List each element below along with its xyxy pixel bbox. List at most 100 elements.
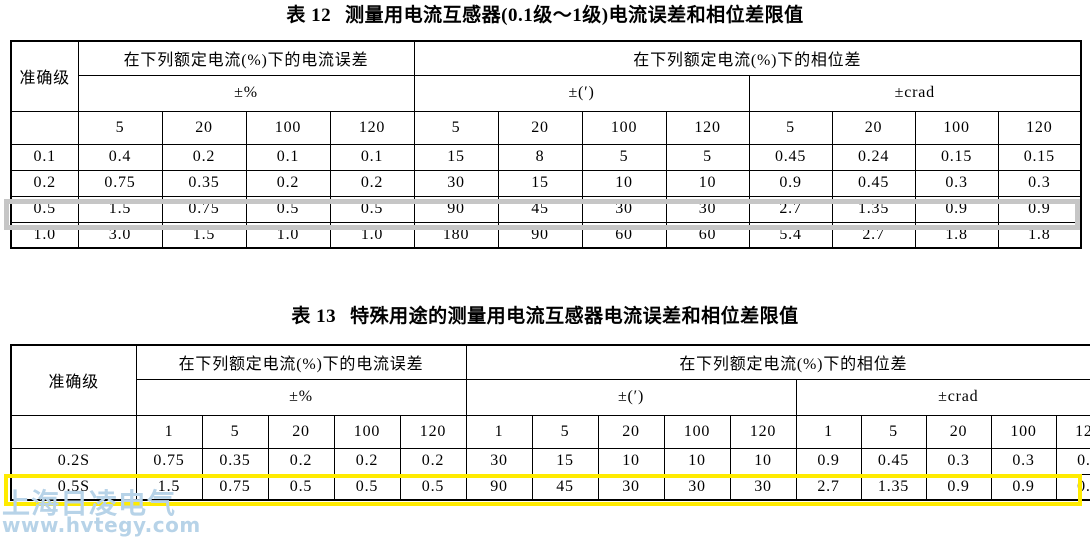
table-12-row3-re-0: 3.0 [77,221,163,249]
table-12-row0-re-0: 0.4 [77,143,163,171]
table-12-row2-re-2: 0.5 [245,195,331,223]
table-12-row0-pc-1: 0.24 [831,143,916,171]
table-13-row1-pm-0: 90 [465,473,533,501]
table-12-row3-class: 1.0 [10,221,79,249]
table-13-row1-re-1: 0.75 [201,473,269,501]
table-12-row0-pm-1: 8 [497,143,583,171]
table-13-point-re-2: 5 [201,414,269,449]
table-13-point-pm-2: 5 [531,414,599,449]
table-12-row2-class: 0.5 [10,195,79,223]
table-13-row0-pm-0: 30 [465,447,533,475]
table-12-row3-pm-1: 90 [497,221,583,249]
table-row: 0.5 1.5 0.75 0.5 0.5 90 45 30 30 2.7 1.3… [10,195,1083,223]
table-12-row3-pc-2: 1.8 [914,221,999,249]
table-13-point-pc-4: 100 [990,414,1057,449]
table-13-row0-pc-0: 0.9 [795,447,862,475]
table-12-point-pc-2: 20 [831,110,916,145]
table-13-row0-pc-3: 0.3 [990,447,1057,475]
table-12-header-points-row: 5 20 100 120 5 20 100 120 5 20 100 120 [10,110,1083,145]
table-13-point-pm-3: 20 [597,414,665,449]
table-12-row1-pm-2: 10 [581,169,667,197]
table-12-row3-pc-0: 5.4 [748,221,833,249]
table-13-header-unit-row: ±% ±(′) ±crad [11,378,1090,416]
table-13-row0-pc-1: 0.45 [860,447,927,475]
table-13-class-spacer [10,414,137,449]
table-12-header-ratio-error-group: 在下列额定电流(%)下的电流误差 [77,40,415,76]
table-12-row0-pm-2: 5 [581,143,667,171]
table-13-row1-re-0: 1.5 [135,473,203,501]
table-13-title-text: 特殊用途的测量用电流互感器电流误差和相位差限值 [350,306,799,327]
table-12-row2-pc-0: 2.7 [748,195,833,223]
table-12-header-phase-group: 在下列额定电流(%)下的相位差 [413,40,1083,76]
table-12-row2-pm-3: 30 [665,195,750,223]
table-12-row2-pc-2: 0.9 [914,195,999,223]
table-13-row1-pm-2: 30 [597,473,665,501]
table-13-row0-re-3: 0.2 [333,447,401,475]
table-row: 1.0 3.0 1.5 1.0 1.0 180 90 60 60 5.4 2.7… [10,221,1083,249]
watermark-website-url: www.hvtegy.com [2,513,201,537]
table-13-header-ratio-error-group: 在下列额定电流(%)下的电流误差 [135,344,467,380]
table-13-point-re-1: 1 [135,414,203,449]
table-12-row0-pc-2: 0.15 [914,143,999,171]
table-row: 0.1 0.4 0.2 0.1 0.1 15 8 5 5 0.45 0.24 0… [10,143,1083,171]
table-row: 0.5S 1.5 0.75 0.5 0.5 0.5 90 45 30 30 30… [10,473,1090,501]
table-12-row1-pc-2: 0.3 [914,169,999,197]
table-12-point-re-2: 20 [161,110,247,145]
table-12-row0-class: 0.1 [10,143,79,171]
table-12-point-re-3: 100 [245,110,331,145]
table-13-point-pm-4: 100 [663,414,731,449]
table-13-row1-class: 0.5S [10,473,137,501]
table-12-row2-pm-2: 30 [581,195,667,223]
table-12-row1-pc-1: 0.45 [831,169,916,197]
table-13-header-phase-group: 在下列额定电流(%)下的相位差 [465,344,1090,380]
table-12-class-spacer [10,110,79,145]
table-12-row1-pm-3: 10 [665,169,750,197]
table-12-row0-re-3: 0.1 [329,143,415,171]
table-12-point-pm-4: 120 [665,110,750,145]
table-12-row1-pm-1: 15 [497,169,583,197]
table-13-header-points-row: 1 5 20 100 120 1 5 20 100 120 1 5 20 100… [10,414,1090,449]
table-12-row2-re-1: 0.75 [161,195,247,223]
table-12-title: 表 12 测量用电流互感器(0.1级～1级)电流误差和相位差限值 [0,6,1090,25]
table-13-row0-pm-4: 10 [729,447,797,475]
table-12-row2-re-3: 0.5 [329,195,415,223]
table-13-point-re-5: 120 [399,414,467,449]
table-13-row1-pm-1: 45 [531,473,599,501]
table-13-header-group-row: 准确级 在下列额定电流(%)下的电流误差 在下列额定电流(%)下的相位差 [10,344,1090,416]
table-12-row0-pm-0: 15 [413,143,499,171]
table-12-point-pm-1: 5 [413,110,499,145]
table-12-row2-re-0: 1.5 [77,195,163,223]
table-12-row3-re-1: 1.5 [161,221,247,249]
table-13-row1-pc-4: 0.9 [1055,473,1090,501]
table-12-point-pm-2: 20 [497,110,583,145]
table-13-row1-re-4: 0.5 [399,473,467,501]
table-13-title: 表 13 特殊用途的测量用电流互感器电流误差和相位差限值 [0,307,1090,326]
table-12-row3-pm-3: 60 [665,221,750,249]
table-13-header-phase-unit-crad: ±crad [795,378,1090,416]
table-12-row0-pc-0: 0.45 [748,143,833,171]
table-12-header-unit-row: ±% ±(′) ±crad [11,74,1083,112]
table-12-row2-pm-1: 45 [497,195,583,223]
table-13-header-ratio-error-unit: ±% [135,378,467,416]
table-12-row0-pm-3: 5 [665,143,750,171]
table-12-row1-re-1: 0.35 [161,169,247,197]
table-12-row3-pc-1: 2.7 [831,221,916,249]
table-12-header-group-row: 准确级 在下列额定电流(%)下的电流误差 在下列额定电流(%)下的相位差 [10,40,1083,112]
table-13-row1-pc-3: 0.9 [990,473,1057,501]
table-12: 准确级 在下列额定电流(%)下的电流误差 在下列额定电流(%)下的相位差 ±% … [10,40,1083,249]
table-13-row0-re-2: 0.2 [267,447,335,475]
table-13-row0-pm-3: 10 [663,447,731,475]
table-12-point-pc-1: 5 [748,110,833,145]
table-13-point-pm-5: 120 [729,414,797,449]
table-12-title-text: 测量用电流互感器(0.1级～1级)电流误差和相位差限值 [345,5,804,26]
table-13-row1-pc-1: 1.35 [860,473,927,501]
table-13-row1-pm-3: 30 [663,473,731,501]
table-12-row2-pc-1: 1.35 [831,195,916,223]
table-12-row1-pm-0: 30 [413,169,499,197]
table-13-header-phase-unit-min: ±(′) [465,378,797,416]
table-12-row3-re-3: 1.0 [329,221,415,249]
table-12-row0-pc-3: 0.15 [997,143,1083,171]
table-13-point-pm-1: 1 [465,414,533,449]
table-12-header-class: 准确级 [10,40,79,112]
table-12-header-ratio-error-unit: ±% [77,74,415,112]
